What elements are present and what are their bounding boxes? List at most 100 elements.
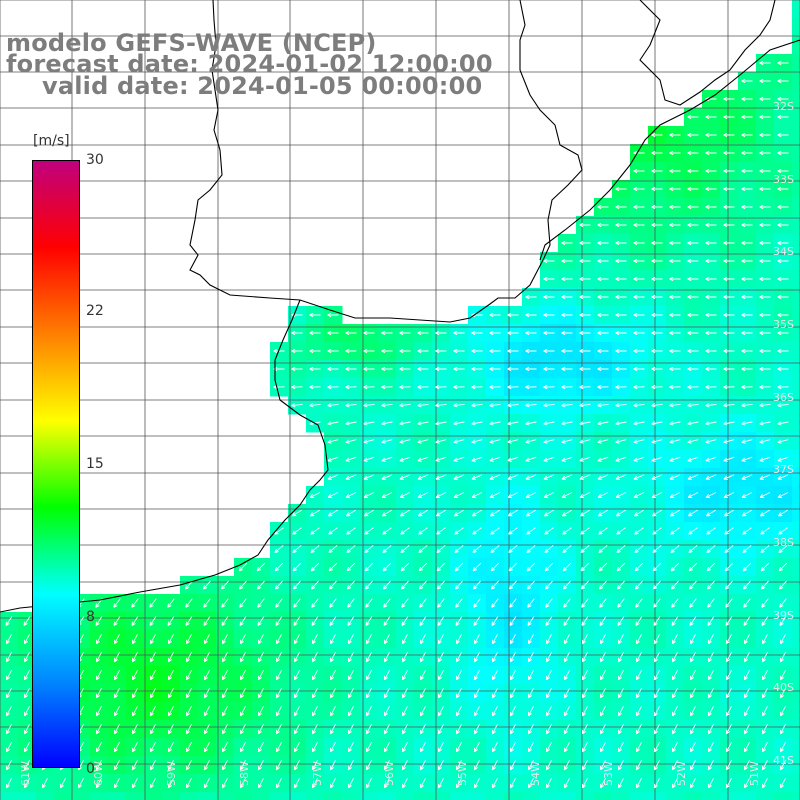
wind-arrow: [527, 705, 534, 717]
wind-arrow: [275, 777, 282, 789]
wind-arrow: [778, 527, 788, 535]
wind-arrow: [561, 240, 573, 246]
wind-arrow: [293, 759, 300, 771]
lat-label: 40S: [773, 681, 794, 694]
field-cell: [108, 792, 127, 800]
wind-arrow: [743, 741, 750, 753]
valid-date: valid date: 2024-01-05 00:00:00: [42, 72, 483, 100]
wind-arrow: [743, 598, 751, 608]
field-cell: [198, 792, 217, 800]
wind-arrow: [507, 474, 519, 480]
wind-arrow: [723, 403, 735, 408]
wind-arrow: [525, 348, 537, 354]
wind-arrow: [203, 633, 210, 645]
wind-arrow: [257, 687, 264, 699]
wind-arrow: [742, 527, 752, 535]
field-cell: [504, 792, 523, 800]
wind-arrow: [651, 348, 663, 354]
wind-arrow: [310, 545, 320, 554]
wind-arrow: [777, 492, 789, 498]
wind-arrow: [777, 456, 789, 462]
wind-arrow: [526, 562, 536, 572]
wind-arrow: [669, 204, 681, 210]
wind-arrow: [347, 669, 354, 681]
wind-arrow: [401, 723, 408, 735]
wind-arrow: [671, 669, 678, 681]
wind-arrow: [651, 258, 663, 264]
wind-arrow: [544, 527, 554, 535]
wind-arrow: [418, 562, 428, 572]
wind-arrow: [669, 294, 681, 300]
wind-arrow: [687, 366, 699, 372]
wind-arrow: [741, 509, 752, 517]
wind-arrow: [759, 240, 771, 246]
field-cell: [702, 792, 721, 800]
wind-arrow: [561, 509, 572, 517]
wind-arrow: [309, 312, 321, 318]
wind-arrow: [437, 669, 444, 681]
wind-arrow: [23, 741, 30, 753]
wind-arrow: [635, 616, 643, 626]
wind-arrow: [167, 651, 174, 663]
lon-label: 53W: [602, 761, 615, 786]
wind-arrow: [760, 562, 770, 572]
wind-arrow: [293, 777, 300, 789]
wind-arrow: [527, 598, 535, 608]
wind-arrow: [741, 384, 753, 390]
wind-arrow: [113, 705, 120, 717]
wind-arrow: [239, 598, 247, 608]
wind-arrow: [779, 687, 786, 699]
wind-arrow: [131, 741, 138, 753]
wind-arrow: [687, 240, 699, 246]
field-cell: [612, 792, 631, 800]
wind-arrow: [543, 276, 555, 282]
wind-arrow: [725, 651, 732, 663]
wind-arrow: [363, 348, 375, 354]
wind-arrow: [687, 186, 699, 192]
wind-arrow: [489, 492, 501, 498]
wind-arrow: [437, 616, 445, 626]
wind-arrow: [381, 421, 393, 426]
wind-arrow: [689, 651, 696, 663]
wind-arrow: [759, 421, 771, 426]
wind-arrow: [455, 687, 462, 699]
wind-arrow: [95, 633, 102, 645]
wind-arrow: [203, 759, 210, 771]
colorbar-tick-22: 22: [86, 303, 104, 319]
wind-arrow: [597, 330, 609, 336]
wind-arrow: [491, 598, 499, 608]
wind-arrow: [705, 492, 717, 498]
wind-arrow: [615, 492, 627, 498]
field-cell: [792, 18, 800, 37]
wind-arrow: [149, 633, 156, 645]
wind-arrow: [741, 114, 753, 120]
wind-arrow: [615, 421, 627, 426]
wind-arrow: [363, 366, 375, 372]
lat-label: 33S: [773, 173, 794, 186]
wind-arrow: [759, 456, 771, 462]
wind-arrow: [309, 366, 321, 372]
wind-arrow: [741, 492, 753, 498]
wind-arrow: [437, 651, 444, 663]
wind-arrow: [705, 150, 717, 156]
wind-arrow: [581, 616, 589, 626]
wind-arrow: [527, 651, 534, 663]
wind-arrow: [651, 456, 663, 462]
wind-arrow: [759, 439, 771, 444]
wind-arrow: [293, 616, 301, 626]
wind-arrow: [95, 705, 102, 717]
wind-arrow: [669, 348, 681, 354]
wind-arrow: [597, 240, 609, 246]
wind-arrow: [417, 384, 429, 390]
wind-arrow: [363, 474, 375, 480]
wind-arrow: [435, 439, 447, 444]
wind-arrow: [688, 562, 698, 572]
wind-arrow: [671, 759, 678, 771]
wind-arrow: [221, 616, 229, 626]
wind-arrow: [327, 403, 339, 408]
wind-arrow: [741, 204, 753, 210]
wind-arrow: [597, 294, 609, 300]
wind-arrow: [489, 509, 500, 517]
wind-arrow: [435, 330, 447, 336]
wind-arrow: [635, 705, 642, 717]
